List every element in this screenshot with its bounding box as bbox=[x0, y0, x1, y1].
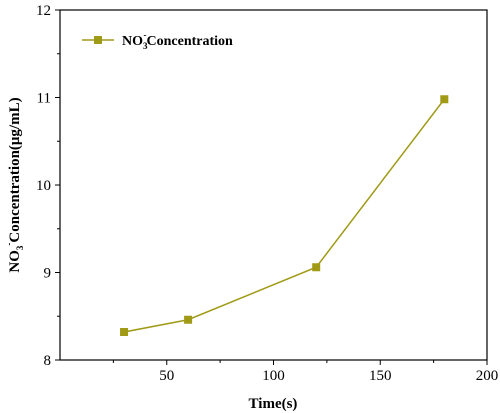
data-point bbox=[440, 95, 449, 104]
legend: NO3-Concentration bbox=[82, 30, 233, 51]
legend-label: NO3-Concentration bbox=[122, 30, 233, 51]
y-tick-label: 8 bbox=[44, 353, 52, 369]
y-tick-label: 11 bbox=[37, 91, 51, 107]
x-axis-ticks: 50 100 150 200 bbox=[112, 360, 499, 384]
plot-frame bbox=[59, 9, 488, 361]
y-axis-ticks: 8 9 10 11 12 bbox=[36, 3, 60, 369]
x-tick-label: 150 bbox=[369, 368, 392, 384]
x-tick-label: 100 bbox=[262, 368, 285, 384]
series-line bbox=[123, 98, 445, 333]
series-group bbox=[120, 95, 449, 336]
x-tick-label: 200 bbox=[476, 368, 499, 384]
data-point bbox=[120, 328, 129, 336]
data-point bbox=[184, 315, 193, 324]
data-point bbox=[312, 263, 321, 272]
y-axis-label: NO3-Concentration(μg/mL) bbox=[4, 97, 25, 272]
y-tick-label: 9 bbox=[44, 266, 52, 282]
x-tick-label: 50 bbox=[159, 368, 174, 384]
x-axis-label: Time(s) bbox=[249, 396, 298, 412]
legend-marker bbox=[94, 36, 102, 44]
y-tick-label: 10 bbox=[36, 178, 51, 194]
y-tick-label: 12 bbox=[36, 3, 51, 19]
